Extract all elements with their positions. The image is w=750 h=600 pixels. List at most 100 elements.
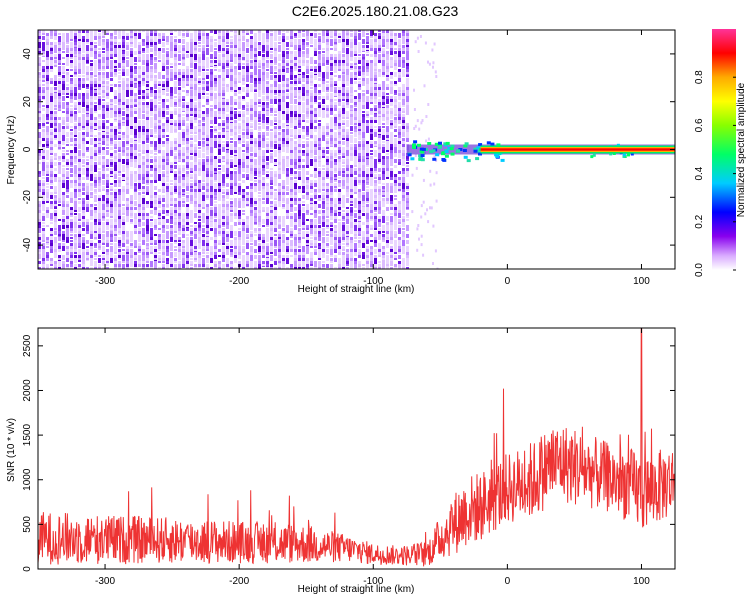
noise-cell <box>334 123 337 128</box>
noise-cell <box>42 243 45 246</box>
noise-cell <box>270 246 273 251</box>
noise-cell <box>126 57 129 59</box>
noise-cell <box>290 177 293 180</box>
noise-cell <box>46 162 49 165</box>
noise-cell <box>242 267 245 269</box>
noise-cell <box>114 201 117 205</box>
noise-cell <box>218 39 221 44</box>
noise-cell <box>310 204 313 207</box>
noise-cell <box>254 81 257 86</box>
noise-cell <box>90 165 93 170</box>
noise-cell <box>214 267 217 269</box>
noise-cell <box>198 39 201 41</box>
noise-cell <box>130 90 133 96</box>
noise-cell <box>118 57 121 64</box>
noise-cell <box>342 162 345 164</box>
noise-cell <box>194 159 197 163</box>
noise-cell <box>258 120 261 122</box>
noise-cell <box>90 135 93 137</box>
noise-cell <box>254 222 257 224</box>
noise-cell <box>118 255 121 259</box>
noise-cell <box>318 231 321 235</box>
noise-cell <box>226 66 229 68</box>
noise-cell <box>154 57 157 62</box>
noise-cell <box>150 60 153 65</box>
noise-cell <box>54 168 57 171</box>
noise-cell <box>262 210 265 212</box>
noise-cell <box>302 204 305 206</box>
noise-cell <box>186 69 189 76</box>
noise-cell <box>150 243 153 245</box>
noise-cell <box>302 183 305 187</box>
noise-cell <box>206 39 209 46</box>
noise-cell <box>146 96 149 99</box>
noise-cell <box>310 45 313 47</box>
noise-cell <box>86 36 89 39</box>
noise-cell <box>210 207 213 210</box>
noise-cell <box>158 249 161 251</box>
noise-cell <box>102 69 105 71</box>
noise-cell <box>74 252 77 254</box>
noise-cell <box>314 201 317 205</box>
noise-cell <box>146 102 149 107</box>
noise-cell <box>114 72 117 75</box>
noise-cell <box>50 228 53 231</box>
noise-cell <box>70 168 73 173</box>
noise-cell <box>50 207 53 209</box>
noise-cell <box>250 114 253 120</box>
noise-cell <box>110 84 113 86</box>
noise-cell <box>274 228 277 232</box>
noise-cell <box>222 75 225 79</box>
noise-cell <box>174 240 177 242</box>
noise-cell <box>310 135 313 138</box>
noise-cell <box>178 192 181 197</box>
noise-cell <box>202 69 205 71</box>
noise-cell <box>150 33 153 38</box>
noise-cell <box>306 144 309 148</box>
noise-cell <box>142 180 145 184</box>
noise-cell <box>94 165 97 172</box>
noise-cell <box>90 171 93 176</box>
noise-cell <box>298 246 301 248</box>
noise-cell <box>166 117 169 120</box>
noise-cell <box>54 174 57 179</box>
noise-cell <box>142 237 145 241</box>
noise-cell <box>266 126 269 130</box>
noise-cell <box>250 150 253 152</box>
noise-cell <box>170 258 173 263</box>
noise-cell <box>266 93 269 98</box>
noise-cell <box>38 117 41 120</box>
noise-cell <box>194 162 197 165</box>
noise-cell <box>142 177 145 181</box>
noise-cell <box>94 231 97 233</box>
noise-cell <box>338 90 341 95</box>
noise-cell <box>242 99 245 101</box>
noise-cell <box>138 147 141 150</box>
noise-cell <box>178 30 181 36</box>
noise-cell <box>170 171 173 173</box>
noise-cell <box>154 123 157 128</box>
noise-cell <box>210 96 213 101</box>
noise-cell <box>110 237 113 240</box>
noise-cell <box>186 51 189 53</box>
noise-cell <box>158 189 161 192</box>
noise-cell <box>162 162 165 166</box>
noise-cell <box>118 150 121 152</box>
noise-cell <box>274 57 277 64</box>
noise-cell <box>274 204 277 209</box>
noise-cell <box>190 102 193 109</box>
noise-cell <box>106 144 109 146</box>
noise-cell <box>330 96 333 100</box>
noise-cell <box>342 54 345 59</box>
noise-cell <box>42 105 45 107</box>
noise-cell <box>238 192 241 195</box>
noise-cell <box>290 117 293 121</box>
noise-cell <box>186 186 189 191</box>
noise-cell <box>114 183 117 187</box>
noise-cell <box>218 189 221 194</box>
noise-cell <box>154 90 157 94</box>
noise-cell <box>262 198 265 200</box>
noise-cell <box>186 174 189 179</box>
noise-cell <box>230 51 233 56</box>
noise-cell <box>118 147 121 152</box>
